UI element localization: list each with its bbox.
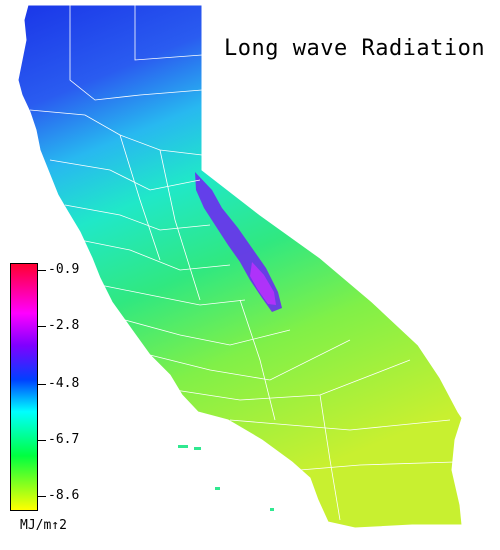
california-shape — [17, 4, 463, 529]
map-title: Long wave Radiation — [224, 36, 486, 61]
legend-tick-label: -0.9 — [48, 262, 80, 277]
legend-tick-label: -8.6 — [48, 488, 80, 503]
legend-tick — [38, 440, 46, 441]
legend-units: MJ/m↑2 — [20, 518, 67, 533]
county-lines — [29, 5, 456, 521]
legend-tick-label: -2.8 — [48, 318, 80, 333]
color-scale-bar — [10, 263, 38, 511]
legend-tick — [38, 270, 46, 271]
legend-tick — [38, 326, 46, 327]
legend-tick — [38, 496, 46, 497]
legend-tick-label: -6.7 — [48, 432, 80, 447]
legend-tick — [38, 384, 46, 385]
channel-islands — [178, 445, 274, 511]
sierra-peak — [250, 262, 276, 305]
legend-tick-label: -4.8 — [48, 376, 80, 391]
